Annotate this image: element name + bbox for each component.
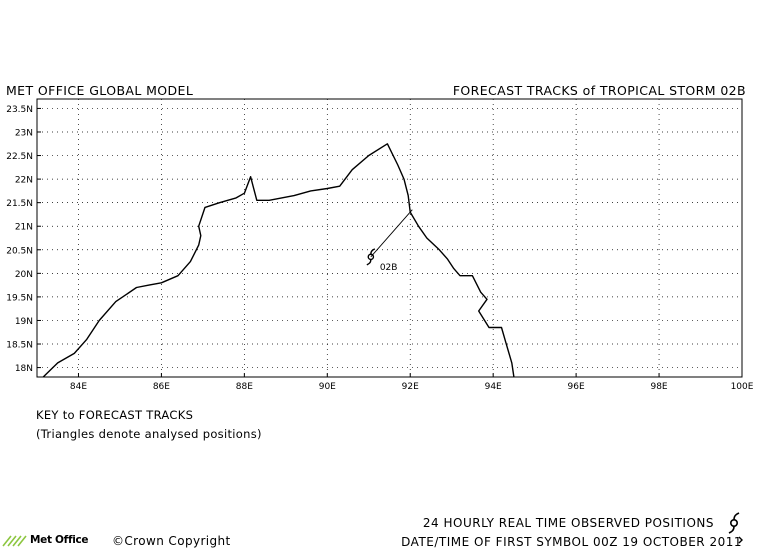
storm-arm-top xyxy=(370,248,376,255)
lat-tick-label: 23N xyxy=(15,128,33,138)
lat-tick-label: 18N xyxy=(15,364,33,374)
triangle-marker-icon xyxy=(738,536,743,544)
storm-label: 02B xyxy=(380,263,398,273)
lat-tick-label: 19N xyxy=(15,317,33,327)
storm-arm-bottom xyxy=(366,259,372,266)
observed-positions-label: 24 HOURLY REAL TIME OBSERVED POSITIONS xyxy=(422,516,714,530)
lon-tick-label: 86E xyxy=(153,382,170,392)
lat-tick-label: 22N xyxy=(15,176,33,186)
copyright-text: ©Crown Copyright xyxy=(112,534,231,548)
lat-tick-label: 19.5N xyxy=(6,293,33,303)
lon-tick-label: 90E xyxy=(319,382,336,392)
lon-tick-label: 98E xyxy=(650,382,667,392)
map-frame xyxy=(36,98,743,378)
map-grid xyxy=(37,99,743,377)
lon-tick-label: 94E xyxy=(485,382,502,392)
model-title: MET OFFICE GLOBAL MODEL xyxy=(6,83,194,98)
coastline xyxy=(42,143,515,378)
axis-ticks: 84E 86E 88E 90E 92E 94E 96E 98E 100E 18N 18.5N 19N 1… xyxy=(6,105,754,392)
lon-tick-label: 88E xyxy=(236,382,253,392)
lat-tick-label: 20N xyxy=(15,270,33,280)
lat-tick-label: 22.5N xyxy=(6,152,33,162)
lat-tick-label: 18.5N xyxy=(6,341,33,351)
lat-tick-label: 20.5N xyxy=(6,246,33,256)
lon-tick-label: 96E xyxy=(568,382,585,392)
key-title: KEY to FORECAST TRACKS xyxy=(36,408,194,422)
first-symbol-datetime: DATE/TIME OF FIRST SYMBOL 00Z 19 OCTOBER… xyxy=(401,535,742,549)
lon-tick-label: 92E xyxy=(402,382,419,392)
tropical-storm-symbol-icon xyxy=(728,512,740,534)
lat-tick-label: 23.5N xyxy=(6,105,33,115)
storm-position-icon xyxy=(366,248,376,266)
lon-tick-label: 100E xyxy=(731,382,754,392)
chart-title: FORECAST TRACKS of TROPICAL STORM 02B xyxy=(452,83,746,98)
key-note: (Triangles denote analysed positions) xyxy=(36,427,262,441)
storm-track: 02B xyxy=(366,209,413,273)
met-office-logo-icon xyxy=(2,535,27,547)
logo-text: Met Office xyxy=(30,534,89,546)
lat-tick-label: 21.5N xyxy=(6,199,33,209)
lat-tick-label: 21N xyxy=(15,223,33,233)
track-line xyxy=(370,209,413,258)
lon-tick-label: 84E xyxy=(70,382,87,392)
met-office-logo: Met Office xyxy=(2,533,89,547)
coastline-path xyxy=(42,143,515,378)
